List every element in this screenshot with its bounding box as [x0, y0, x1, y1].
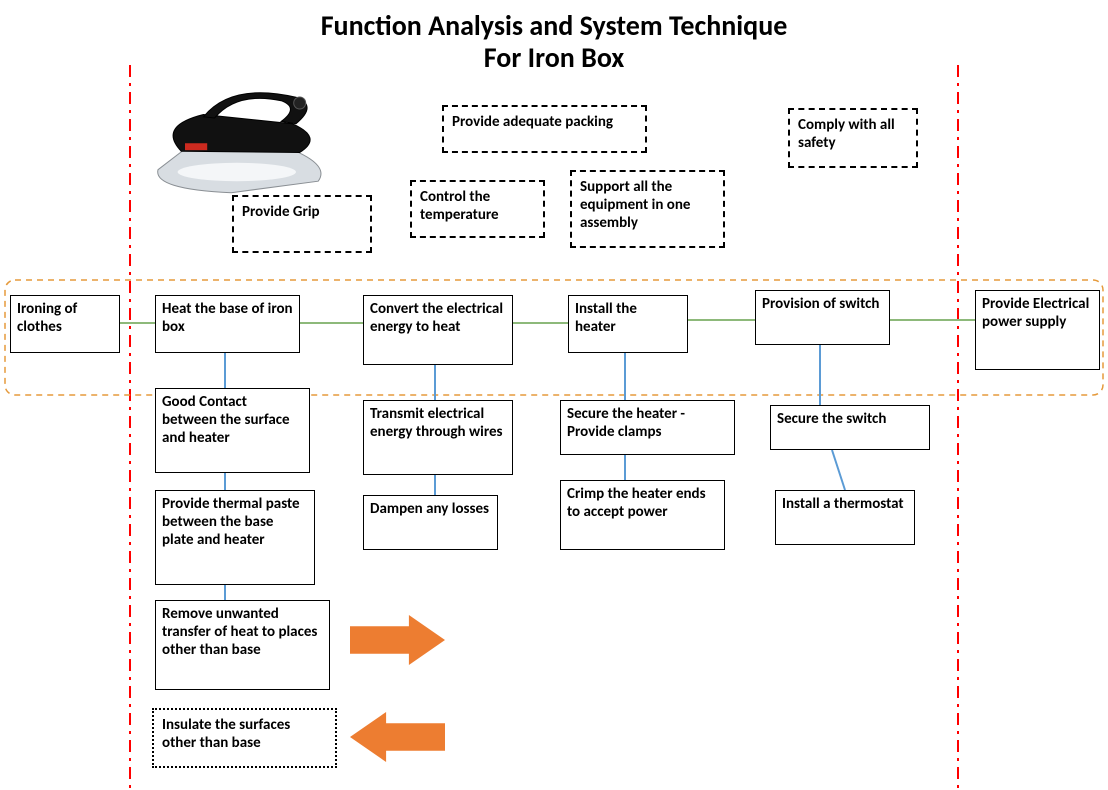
node-crimp: Crimp the heater ends to accept power: [560, 480, 725, 550]
node-label: Good Contact between the surface and hea…: [162, 393, 290, 447]
node-dampen: Dampen any losses: [363, 495, 498, 550]
node-label: Ironing of clothes: [17, 300, 77, 336]
node-safety: Comply with all safety: [788, 108, 918, 168]
node-insulate: Insulate the surfaces other than base: [152, 708, 337, 768]
node-label: Support all the equipment in one assembl…: [580, 178, 690, 232]
node-label: Convert the electrical energy to heat: [370, 300, 503, 336]
title-line2: For Iron Box: [0, 42, 1108, 74]
node-label: Provide Grip: [242, 203, 320, 221]
node-secsw: Secure the switch: [770, 405, 930, 450]
arrow-right: [350, 615, 445, 665]
node-ironing: Ironing of clothes: [10, 295, 120, 353]
node-label: Heat the base of iron box: [162, 300, 293, 336]
node-installh: Install the heater: [568, 295, 688, 353]
node-label: Remove unwanted transfer of heat to plac…: [162, 605, 317, 659]
node-remove: Remove unwanted transfer of heat to plac…: [155, 600, 330, 690]
node-label: Provide Electrical power supply: [982, 295, 1089, 331]
iron-box-icon: [158, 93, 321, 193]
node-label: Transmit electrical energy through wires: [370, 405, 503, 441]
node-packing: Provide adequate packing: [442, 105, 647, 153]
node-label: Provision of switch: [762, 295, 879, 313]
title-line1: Function Analysis and System Technique: [0, 10, 1108, 42]
node-label: Install the heater: [575, 300, 637, 336]
node-secheat: Secure the heater - Provide clamps: [560, 400, 735, 455]
node-label: Secure the switch: [777, 410, 886, 428]
node-label: Provide thermal paste between the base p…: [162, 495, 300, 549]
node-label: Provide adequate packing: [452, 113, 613, 131]
node-contact: Good Contact between the surface and hea…: [155, 388, 310, 473]
node-label: Install a thermostat: [782, 495, 904, 513]
node-label: Comply with all safety: [798, 116, 895, 152]
node-label: Secure the heater - Provide clamps: [567, 405, 685, 441]
arrow-left: [350, 712, 445, 762]
node-label: Insulate the surfaces other than base: [162, 716, 290, 752]
node-grip: Provide Grip: [232, 195, 372, 253]
node-paste: Provide thermal paste between the base p…: [155, 490, 315, 585]
node-label: Control the temperature: [420, 188, 499, 224]
node-support: Support all the equipment in one assembl…: [570, 170, 725, 248]
page-title: Function Analysis and System Technique F…: [0, 10, 1108, 74]
node-convert: Convert the electrical energy to heat: [363, 295, 513, 365]
node-provsw: Provision of switch: [755, 290, 890, 345]
node-label: Crimp the heater ends to accept power: [567, 485, 706, 521]
edge-v-8: [832, 450, 845, 490]
node-psupply: Provide Electrical power supply: [975, 290, 1100, 370]
node-thermo: Install a thermostat: [775, 490, 915, 545]
node-ctrltemp: Control the temperature: [410, 180, 545, 238]
node-transmit: Transmit electrical energy through wires: [363, 400, 513, 475]
node-heatbase: Heat the base of iron box: [155, 295, 300, 353]
node-label: Dampen any losses: [370, 500, 489, 518]
